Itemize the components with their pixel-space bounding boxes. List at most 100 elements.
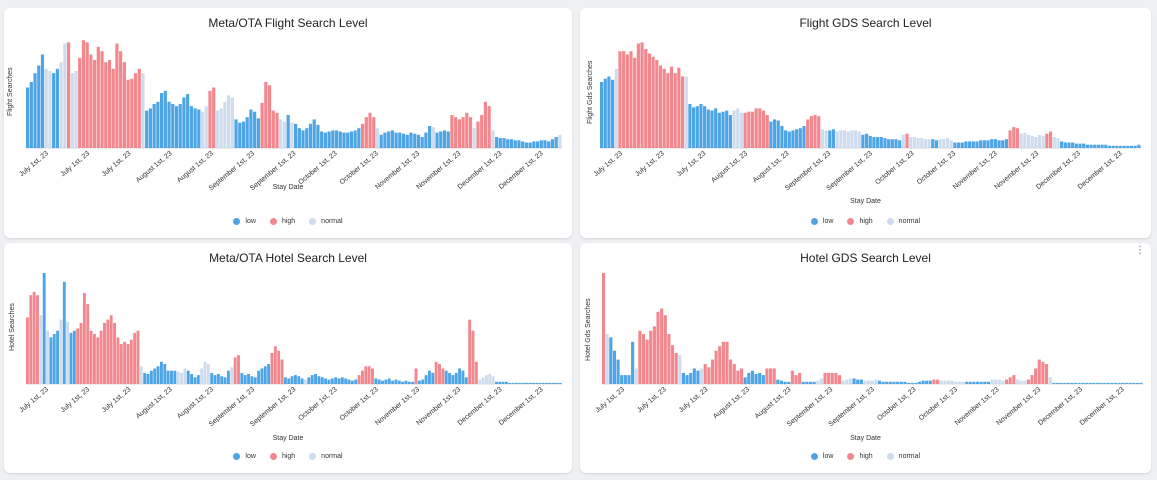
bar-low[interactable]	[513, 140, 517, 148]
bar-low[interactable]	[1122, 145, 1126, 148]
bar-low[interactable]	[802, 126, 806, 148]
bar-normal[interactable]	[867, 380, 871, 384]
bar-normal[interactable]	[634, 368, 638, 384]
bar-normal[interactable]	[1048, 377, 1052, 384]
bar-low[interactable]	[307, 377, 311, 384]
bar-high[interactable]	[834, 372, 838, 384]
bar-high[interactable]	[271, 110, 275, 148]
bar-low[interactable]	[1133, 145, 1137, 148]
bar-high[interactable]	[260, 102, 264, 148]
bar-normal[interactable]	[1037, 134, 1042, 148]
bar-low[interactable]	[979, 140, 983, 148]
bar-low[interactable]	[1060, 141, 1064, 148]
bar-normal[interactable]	[994, 379, 998, 384]
bar-high[interactable]	[115, 43, 119, 149]
bar-low[interactable]	[1074, 143, 1078, 148]
bar-low[interactable]	[906, 382, 911, 384]
bar-low[interactable]	[743, 377, 747, 384]
bar-high[interactable]	[658, 65, 663, 149]
bar-normal[interactable]	[819, 378, 823, 384]
bar-normal[interactable]	[824, 130, 828, 148]
bar-low[interactable]	[334, 377, 338, 384]
bar-high[interactable]	[93, 334, 96, 384]
bar-low[interactable]	[287, 378, 291, 384]
bar-low[interactable]	[448, 372, 451, 384]
bar-low[interactable]	[186, 370, 190, 384]
bar-low[interactable]	[859, 379, 863, 384]
bar-high[interactable]	[743, 112, 747, 148]
bar-low[interactable]	[689, 372, 693, 384]
bar-low[interactable]	[609, 337, 613, 384]
bar-low[interactable]	[986, 381, 990, 384]
bar-high[interactable]	[123, 341, 127, 384]
bar-high[interactable]	[1048, 131, 1053, 149]
bar-low[interactable]	[290, 376, 294, 384]
bar-high[interactable]	[267, 85, 272, 148]
bar-low[interactable]	[1135, 382, 1139, 384]
bar-low[interactable]	[758, 372, 762, 384]
bar-low[interactable]	[398, 132, 402, 148]
bar-low[interactable]	[600, 82, 604, 148]
bar-normal[interactable]	[842, 130, 847, 148]
bar-normal[interactable]	[290, 122, 294, 148]
bar-low[interactable]	[528, 382, 532, 384]
bar-normal[interactable]	[484, 375, 488, 384]
bar-low[interactable]	[521, 382, 525, 384]
legend-item-normal[interactable]: normal	[309, 218, 343, 225]
bar-low[interactable]	[327, 379, 331, 384]
bar-low[interactable]	[55, 68, 59, 148]
bar-high[interactable]	[806, 119, 810, 148]
bar-high[interactable]	[361, 123, 365, 148]
bar-low[interactable]	[1103, 382, 1107, 384]
bar-low[interactable]	[234, 119, 238, 148]
bar-low[interactable]	[442, 130, 447, 148]
bar-low[interactable]	[747, 372, 751, 384]
bar-low[interactable]	[787, 381, 791, 384]
bar-low[interactable]	[934, 140, 939, 148]
bar-low[interactable]	[69, 332, 73, 384]
bar-low[interactable]	[892, 381, 896, 384]
bar-low[interactable]	[149, 370, 153, 384]
bar-low[interactable]	[631, 341, 635, 384]
bar-high[interactable]	[89, 330, 93, 384]
bar-high[interactable]	[109, 315, 113, 384]
bar-low[interactable]	[831, 129, 836, 148]
bar-normal[interactable]	[848, 378, 853, 384]
bar-high[interactable]	[99, 330, 103, 384]
bar-low[interactable]	[531, 382, 535, 384]
bar-low[interactable]	[511, 382, 515, 384]
bar-low[interactable]	[772, 119, 777, 148]
bar-high[interactable]	[450, 115, 454, 148]
bar-normal[interactable]	[59, 62, 63, 149]
bar-low[interactable]	[1055, 382, 1059, 384]
bar-low[interactable]	[417, 380, 421, 384]
bar-high[interactable]	[754, 108, 758, 148]
bar-low[interactable]	[545, 382, 549, 384]
bar-high[interactable]	[1012, 127, 1016, 148]
bar-low[interactable]	[548, 382, 552, 384]
bar-normal[interactable]	[990, 379, 994, 384]
bar-normal[interactable]	[939, 380, 943, 384]
bar-high[interactable]	[655, 60, 659, 148]
bar-normal[interactable]	[230, 97, 234, 148]
bar-low[interactable]	[62, 281, 66, 384]
bar-low[interactable]	[1081, 382, 1085, 384]
bar-normal[interactable]	[176, 371, 180, 384]
bar-low[interactable]	[312, 119, 316, 148]
bar-low[interactable]	[350, 380, 354, 384]
bar-normal[interactable]	[870, 380, 874, 384]
bar-low[interactable]	[56, 330, 60, 384]
bar-low[interactable]	[620, 375, 624, 384]
bar-low[interactable]	[1096, 144, 1101, 148]
bar-low[interactable]	[190, 374, 194, 384]
bar-high[interactable]	[677, 67, 681, 148]
bar-high[interactable]	[264, 82, 268, 148]
bar-normal[interactable]	[70, 73, 74, 148]
bar-low[interactable]	[535, 141, 540, 148]
bar-low[interactable]	[72, 330, 76, 384]
bar-low[interactable]	[1070, 382, 1074, 384]
bar-low[interactable]	[528, 142, 532, 149]
bar-high[interactable]	[130, 78, 134, 148]
bar-low[interactable]	[286, 115, 290, 148]
bar-normal[interactable]	[927, 139, 931, 148]
